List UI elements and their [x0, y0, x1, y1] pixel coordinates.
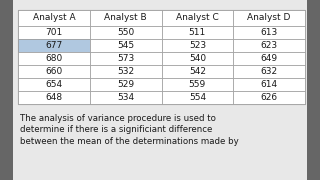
Text: 545: 545	[117, 41, 134, 50]
Bar	[162, 65, 233, 78]
Text: 542: 542	[189, 67, 206, 76]
Bar	[90, 39, 162, 52]
Bar	[18, 10, 305, 104]
Bar	[162, 78, 233, 91]
Text: 701: 701	[45, 28, 62, 37]
Bar	[0, 0, 13, 180]
Bar	[233, 78, 305, 91]
Text: 550: 550	[117, 28, 134, 37]
Bar	[233, 65, 305, 78]
Bar	[162, 52, 233, 65]
Text: between the mean of the determinations made by: between the mean of the determinations m…	[20, 137, 239, 146]
Bar	[307, 0, 320, 180]
Bar	[233, 91, 305, 104]
Bar	[233, 39, 305, 52]
Text: 649: 649	[260, 54, 278, 63]
Bar	[162, 10, 233, 26]
Text: 540: 540	[189, 54, 206, 63]
Bar	[233, 52, 305, 65]
Bar	[18, 39, 90, 52]
Text: 614: 614	[260, 80, 278, 89]
Bar	[18, 78, 90, 91]
Bar	[162, 26, 233, 39]
Text: 523: 523	[189, 41, 206, 50]
Bar	[18, 91, 90, 104]
Text: 534: 534	[117, 93, 134, 102]
Text: 680: 680	[45, 54, 62, 63]
Text: 626: 626	[260, 93, 278, 102]
Bar	[18, 10, 90, 26]
Text: 511: 511	[189, 28, 206, 37]
Bar	[90, 10, 162, 26]
Text: 532: 532	[117, 67, 134, 76]
Bar	[18, 26, 90, 39]
Text: The analysis of variance procedure is used to: The analysis of variance procedure is us…	[20, 114, 216, 123]
Bar	[90, 26, 162, 39]
Text: 648: 648	[45, 93, 62, 102]
Text: 654: 654	[45, 80, 62, 89]
Text: Analyst B: Analyst B	[104, 14, 147, 22]
Bar	[90, 52, 162, 65]
Bar	[162, 39, 233, 52]
Text: 613: 613	[260, 28, 278, 37]
Text: 677: 677	[45, 41, 62, 50]
Text: 623: 623	[260, 41, 278, 50]
Text: 554: 554	[189, 93, 206, 102]
Text: 632: 632	[260, 67, 278, 76]
Text: Analyst C: Analyst C	[176, 14, 219, 22]
Bar	[162, 91, 233, 104]
Text: Analyst D: Analyst D	[247, 14, 291, 22]
Bar	[18, 52, 90, 65]
Bar	[18, 65, 90, 78]
Text: determine if there is a significiant difference: determine if there is a significiant dif…	[20, 125, 212, 134]
Text: 660: 660	[45, 67, 62, 76]
Bar	[233, 10, 305, 26]
Text: 529: 529	[117, 80, 134, 89]
Text: 573: 573	[117, 54, 134, 63]
Text: Analyst A: Analyst A	[33, 14, 75, 22]
Bar	[90, 65, 162, 78]
Bar	[233, 26, 305, 39]
Text: 559: 559	[189, 80, 206, 89]
Bar	[90, 78, 162, 91]
Bar	[90, 91, 162, 104]
